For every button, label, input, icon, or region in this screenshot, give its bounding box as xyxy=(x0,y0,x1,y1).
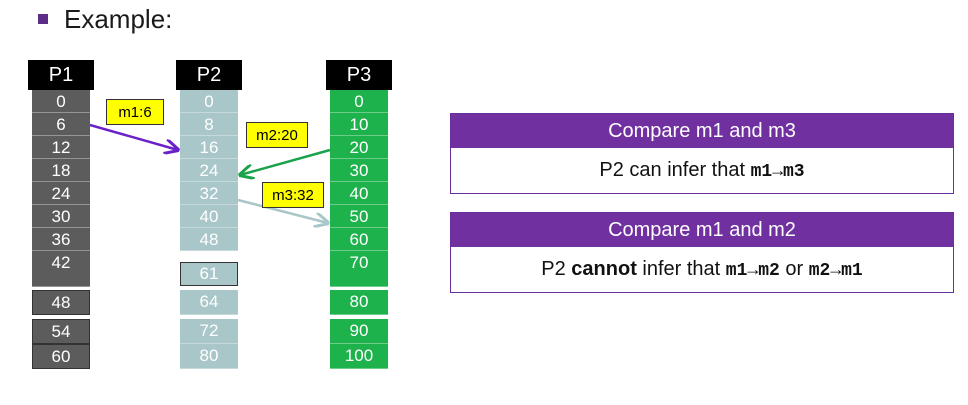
clock-cell: 30 xyxy=(32,205,90,228)
process-header-p2: P2 xyxy=(176,60,242,90)
clock-cell: 36 xyxy=(32,228,90,251)
message-arrow-m1 xyxy=(89,123,178,150)
clock-cell: 54 xyxy=(32,319,90,344)
compare-box-title: Compare m1 and m2 xyxy=(451,213,953,247)
clock-cell: 24 xyxy=(180,159,238,182)
process-header-p3: P3 xyxy=(326,60,392,90)
inference-text: P2 can infer that xyxy=(599,159,751,181)
relation-m1-m2: m1→m2 xyxy=(725,261,780,281)
relation-m2-m1: m2→m1 xyxy=(808,261,863,281)
clock-cell: 50 xyxy=(330,205,388,228)
clock-cell: 70 xyxy=(330,251,388,287)
clock-cell: 32 xyxy=(180,182,238,205)
inference-connector: or xyxy=(779,258,809,280)
clock-cell: 6 xyxy=(32,113,90,136)
clock-cell: 80 xyxy=(180,344,238,369)
clock-cell: 16 xyxy=(180,136,238,159)
process-header-p1: P1 xyxy=(28,60,94,90)
clock-cell: 0 xyxy=(180,90,238,113)
relation-m1-m3: m1→m3 xyxy=(750,162,805,182)
clock-cell: 48 xyxy=(180,228,238,251)
clock-cell: 30 xyxy=(330,159,388,182)
clock-cell: 64 xyxy=(180,290,238,315)
clock-cell: 8 xyxy=(180,113,238,136)
clock-cell: 40 xyxy=(330,182,388,205)
clock-cell: 60 xyxy=(330,228,388,251)
clock-cell: 61 xyxy=(180,262,238,286)
clock-cell: 10 xyxy=(330,113,388,136)
inference-text: P2 xyxy=(541,258,572,280)
clock-cell: 18 xyxy=(32,159,90,182)
compare-box-body: P2 can infer that m1→m3 xyxy=(451,148,953,193)
clock-cell: 40 xyxy=(180,205,238,228)
compare-box-m1-m3: Compare m1 and m3 P2 can infer that m1→m… xyxy=(450,113,954,194)
clock-cell: 42 xyxy=(32,251,90,287)
clock-cell: 12 xyxy=(32,136,90,159)
clock-cell: 72 xyxy=(180,319,238,344)
clock-cell: 100 xyxy=(330,344,388,369)
clock-cell: 0 xyxy=(330,90,388,113)
clock-cell: 80 xyxy=(330,290,388,315)
message-label-m3: m3:32 xyxy=(262,182,324,208)
bullet-square-icon xyxy=(38,14,48,24)
message-arrow-m3 xyxy=(237,198,328,223)
inference-emphasis: cannot xyxy=(571,258,637,280)
message-label-m2: m2:20 xyxy=(246,122,308,148)
compare-box-title: Compare m1 and m3 xyxy=(451,114,953,148)
message-label-m1: m1:6 xyxy=(106,99,164,125)
clock-cell: 90 xyxy=(330,319,388,344)
clock-cell: 60 xyxy=(32,344,90,369)
compare-box-body: P2 cannot infer that m1→m2 or m2→m1 xyxy=(451,247,953,292)
clock-cell: 24 xyxy=(32,182,90,205)
heading: Example: xyxy=(64,4,173,34)
clock-cell: 20 xyxy=(330,136,388,159)
message-arrow-m2 xyxy=(240,148,331,175)
inference-text-mid: infer that xyxy=(636,258,726,280)
clock-cell: 0 xyxy=(32,90,90,113)
clock-cell: 48 xyxy=(32,290,90,315)
compare-box-m1-m2: Compare m1 and m2 P2 cannot infer that m… xyxy=(450,212,954,293)
